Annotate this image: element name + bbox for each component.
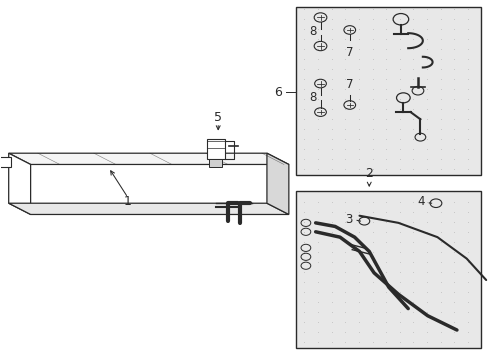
Polygon shape [9, 203, 289, 215]
Text: 7: 7 [346, 46, 353, 59]
Text: 2: 2 [366, 167, 373, 180]
Polygon shape [267, 153, 289, 215]
Text: 8: 8 [310, 25, 317, 38]
Bar [0, 157, 11, 167]
Bar [296, 191, 481, 348]
Text: 3: 3 [345, 213, 352, 226]
Bar [209, 158, 222, 167]
Bar [207, 139, 224, 158]
Text: 8: 8 [310, 91, 317, 104]
Text: 6: 6 [274, 86, 282, 99]
Text: 4: 4 [418, 195, 425, 208]
Polygon shape [9, 153, 30, 215]
Bar [296, 7, 481, 175]
Text: 7: 7 [346, 78, 353, 91]
Polygon shape [9, 153, 289, 165]
Text: 1: 1 [124, 195, 132, 208]
Text: 5: 5 [214, 111, 222, 124]
